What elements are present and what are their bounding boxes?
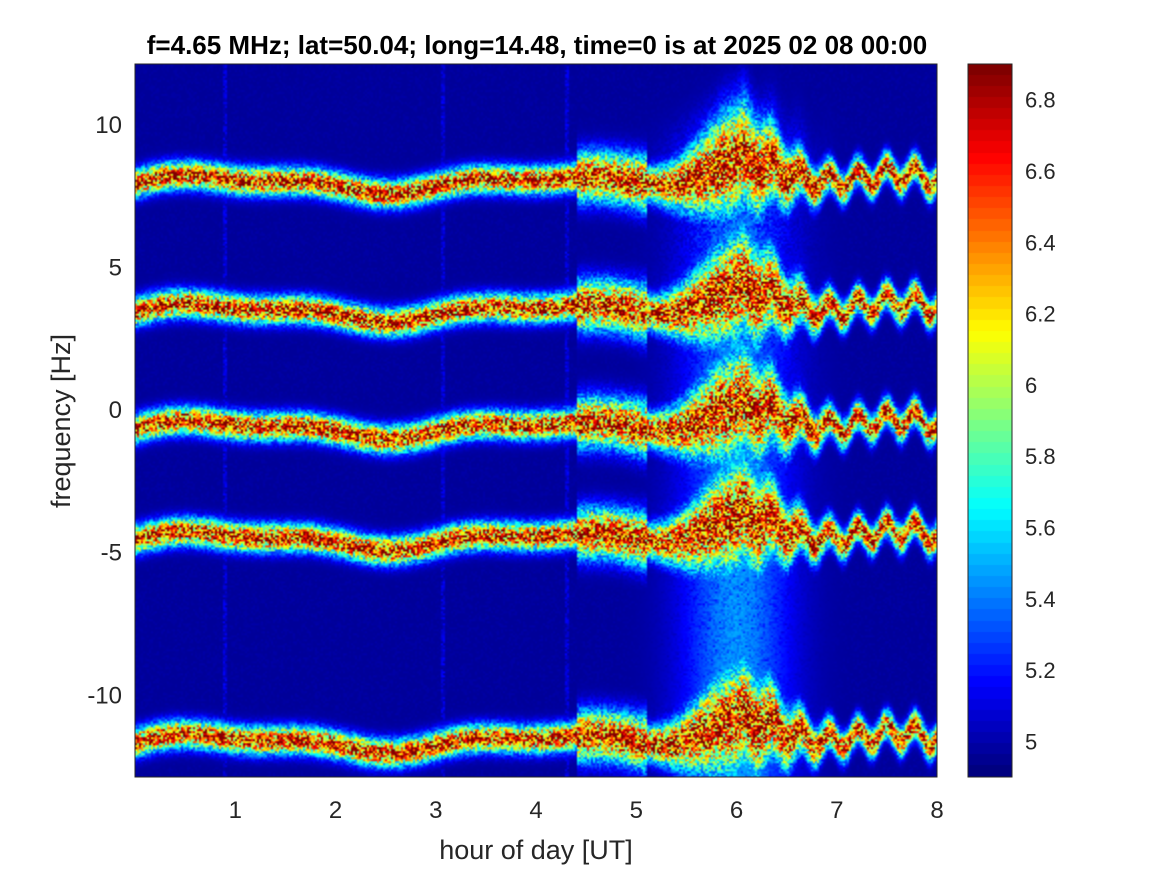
x-axis: 1 2 3 4 5 6 7 8 — [229, 769, 944, 824]
colorbar-tick-label: 5.2 — [1025, 658, 1056, 683]
colorbar-tick-label: 6.4 — [1025, 230, 1056, 255]
colorbar-tick-label: 6.8 — [1025, 88, 1056, 113]
colorbar-tick-label: 6 — [1025, 373, 1037, 398]
colorbar — [968, 64, 1012, 777]
x-tick-label: 2 — [329, 797, 342, 824]
x-tick-label: 6 — [730, 797, 743, 824]
x-tick-label: 5 — [630, 797, 643, 824]
x-tick-label: 8 — [930, 797, 943, 824]
y-tick-label: -10 — [87, 682, 122, 709]
colorbar-tick-label: 6.2 — [1025, 302, 1056, 327]
x-tick-label: 1 — [229, 797, 242, 824]
y-axis-label: frequency [Hz] — [46, 334, 76, 508]
colorbar-tick-label: 5 — [1025, 729, 1037, 754]
chart-title: f=4.65 MHz; lat=50.04; long=14.48, time=… — [147, 30, 927, 60]
spectrogram-plot-area — [135, 64, 937, 777]
colorbar-axis: 6.8 6.6 6.4 6.2 6 5.8 5.6 5.4 5.2 5 — [1005, 88, 1056, 754]
y-tick-label: -5 — [101, 540, 122, 567]
x-axis-label: hour of day [UT] — [439, 835, 633, 865]
y-tick-label: 10 — [95, 112, 122, 139]
x-tick-label: 7 — [830, 797, 843, 824]
y-tick-label: 5 — [109, 254, 122, 281]
y-tick-label: 0 — [109, 397, 122, 424]
colorbar-tick-label: 5.6 — [1025, 515, 1056, 540]
y-axis: 10 5 0 -5 -10 — [87, 112, 143, 709]
x-tick-label: 4 — [529, 797, 542, 824]
colorbar-tick-label: 6.6 — [1025, 159, 1056, 184]
colorbar-tick-label: 5.8 — [1025, 444, 1056, 469]
colorbar-tick-label: 5.4 — [1025, 587, 1056, 612]
x-tick-label: 3 — [429, 797, 442, 824]
